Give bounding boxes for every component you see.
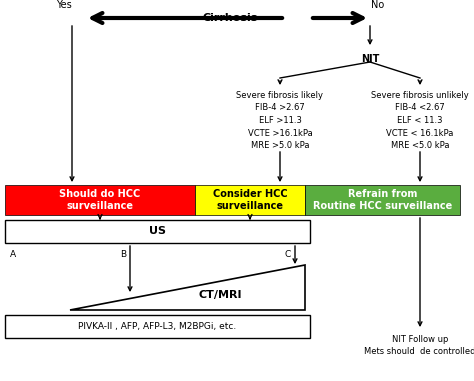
Bar xyxy=(195,185,305,215)
Text: US: US xyxy=(149,226,166,237)
Text: Severe fibrosis unlikely
FIB-4 <2.67
ELF < 11.3
VCTE < 16.1kPa
MRE <5.0 kPa: Severe fibrosis unlikely FIB-4 <2.67 ELF… xyxy=(371,91,469,150)
Bar xyxy=(5,185,195,215)
Text: NIT: NIT xyxy=(361,54,379,64)
Text: Cirrhosis: Cirrhosis xyxy=(202,13,258,23)
Bar xyxy=(5,220,310,243)
Text: Severe fibrosis likely
FIB-4 >2.67
ELF >11.3
VCTE >16.1kPa
MRE >5.0 kPa: Severe fibrosis likely FIB-4 >2.67 ELF >… xyxy=(237,91,323,150)
Text: No: No xyxy=(371,0,384,10)
Text: C: C xyxy=(285,250,291,259)
Text: Should do HCC
surveillance: Should do HCC surveillance xyxy=(59,189,141,211)
Bar xyxy=(5,315,310,338)
Text: Consider HCC
surveillance: Consider HCC surveillance xyxy=(213,189,287,211)
Text: A: A xyxy=(10,250,16,259)
Text: PIVKA-II , AFP, AFP-L3, M2BPGi, etc.: PIVKA-II , AFP, AFP-L3, M2BPGi, etc. xyxy=(78,322,237,331)
Bar xyxy=(305,185,460,215)
Text: NIT Follow up
Mets should  de controlled: NIT Follow up Mets should de controlled xyxy=(364,335,474,357)
Text: Yes: Yes xyxy=(56,0,72,10)
Text: Refrain from
Routine HCC surveillance: Refrain from Routine HCC surveillance xyxy=(313,189,452,211)
Text: B: B xyxy=(120,250,126,259)
Text: CT/MRI: CT/MRI xyxy=(198,290,242,300)
